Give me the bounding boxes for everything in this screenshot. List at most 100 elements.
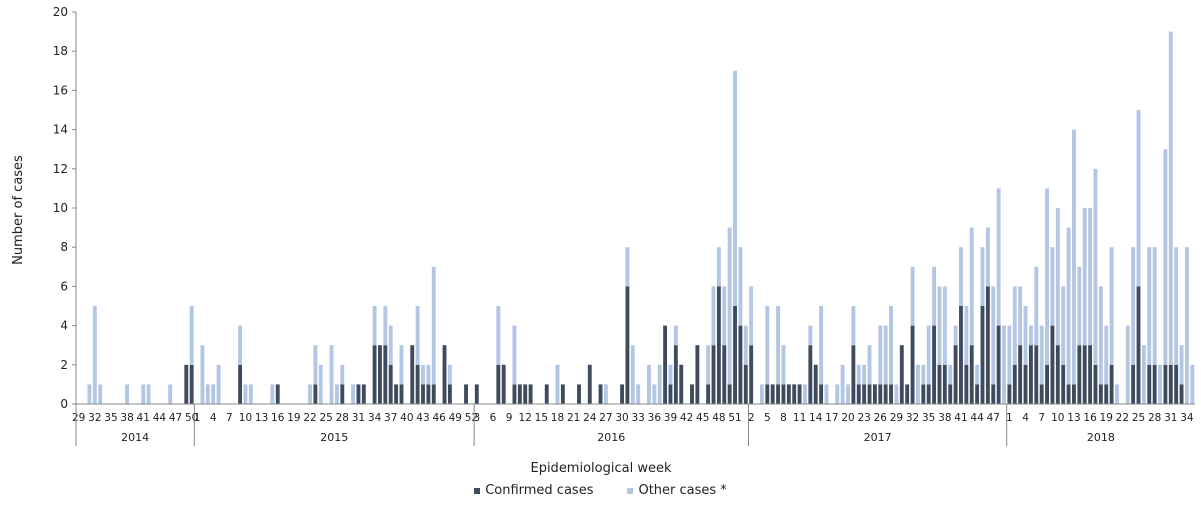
bar-other — [867, 345, 872, 385]
x-week-label: 17 — [825, 412, 838, 424]
bar-confirmed — [716, 286, 721, 404]
bar-confirmed — [383, 345, 388, 404]
bar-confirmed — [426, 384, 431, 404]
x-week-label: 25 — [1132, 412, 1145, 424]
bar-other — [889, 306, 893, 385]
bar-confirmed — [996, 325, 1001, 404]
x-week-label: 46 — [432, 412, 446, 424]
x-week-label: 3 — [473, 412, 480, 424]
bar-other — [351, 384, 355, 404]
y-tick-label: 0 — [60, 397, 68, 411]
bar-other — [926, 325, 931, 385]
bar-confirmed — [447, 384, 452, 404]
bar-other — [125, 384, 130, 404]
bar-confirmed — [926, 384, 931, 404]
bar-confirmed — [625, 286, 630, 404]
bar-other — [636, 384, 641, 404]
x-week-label: 1 — [194, 412, 201, 424]
bar-other — [985, 227, 990, 287]
bar-other — [711, 286, 716, 346]
bar-confirmed — [378, 345, 382, 404]
bar-confirmed — [1028, 345, 1033, 404]
bar-confirmed — [695, 345, 700, 404]
bar-confirmed — [711, 345, 716, 404]
x-week-label: 10 — [239, 412, 252, 424]
x-week-label: 21 — [567, 412, 580, 424]
bar-confirmed — [1012, 364, 1017, 404]
bar-other — [243, 384, 248, 404]
bar-other — [415, 306, 420, 365]
bar-confirmed — [668, 384, 673, 404]
legend: Confirmed cases Other cases * — [0, 483, 1201, 498]
bar-confirmed — [1055, 345, 1060, 404]
bar-confirmed — [883, 384, 888, 404]
x-week-label: 8 — [780, 412, 787, 424]
bar-confirmed — [781, 384, 786, 404]
bar-confirmed — [980, 306, 985, 404]
x-week-label: 43 — [416, 412, 429, 424]
bar-other — [964, 306, 969, 365]
x-week-label: 34 — [368, 412, 382, 424]
bar-other — [1152, 247, 1157, 365]
x-week-label: 27 — [599, 412, 612, 424]
x-week-label: 44 — [153, 412, 167, 424]
bar-other — [1158, 364, 1162, 404]
x-week-label: 24 — [583, 412, 597, 424]
x-week-label: 22 — [1116, 412, 1129, 424]
bar-other — [630, 345, 635, 404]
bar-confirmed — [733, 306, 737, 404]
bar-confirmed — [905, 384, 910, 404]
bar-confirmed — [1072, 384, 1076, 404]
bar-other — [146, 384, 151, 404]
y-tick-label: 14 — [53, 123, 68, 137]
bar-confirmed — [722, 345, 727, 404]
bar-confirmed — [1023, 364, 1028, 404]
bar-other — [1098, 286, 1103, 385]
bar-other — [216, 364, 221, 404]
bar-confirmed — [872, 384, 877, 404]
bar-other — [743, 325, 748, 365]
x-week-label: 25 — [319, 412, 332, 424]
bar-other — [862, 364, 867, 385]
bar-other — [733, 70, 737, 306]
legend-label-other: Other cases * — [638, 483, 727, 498]
bar-other — [1072, 129, 1076, 385]
bar-other — [647, 364, 651, 404]
bar-confirmed — [421, 384, 425, 404]
x-week-label: 34 — [1180, 412, 1194, 424]
bar-confirmed — [792, 384, 797, 404]
x-week-label: 15 — [535, 412, 548, 424]
bar-confirmed — [1045, 364, 1049, 404]
bar-confirmed — [415, 364, 420, 404]
y-tick-label: 2 — [60, 358, 68, 372]
bar-other — [1034, 266, 1039, 346]
legend-item-other: Other cases * — [627, 483, 727, 498]
bar-confirmed — [1077, 345, 1082, 404]
bar-other — [1141, 345, 1146, 404]
bar-other — [1125, 325, 1130, 404]
bar-other — [1002, 325, 1006, 404]
bar-other — [447, 364, 452, 385]
bar-other — [1147, 247, 1152, 365]
bar-other — [200, 345, 205, 404]
bar-other — [942, 286, 947, 365]
bar-other — [92, 306, 97, 404]
bar-confirmed — [313, 384, 318, 404]
x-week-label: 47 — [169, 412, 182, 424]
x-week-label: 13 — [255, 412, 268, 424]
x-week-label: 10 — [1051, 412, 1064, 424]
x-week-label: 28 — [1148, 412, 1161, 424]
bar-other — [211, 384, 216, 404]
x-week-label: 42 — [680, 412, 693, 424]
bar-confirmed — [765, 384, 770, 404]
bar-confirmed — [1061, 364, 1066, 404]
bar-other — [835, 384, 840, 404]
x-week-label: 26 — [874, 412, 888, 424]
bar-other — [1082, 208, 1087, 346]
x-week-label: 18 — [551, 412, 564, 424]
bar-confirmed — [1088, 345, 1093, 404]
bar-other — [421, 364, 425, 385]
bar-other — [1190, 364, 1195, 404]
bar-other — [1168, 31, 1173, 365]
bar-confirmed — [1093, 364, 1098, 404]
